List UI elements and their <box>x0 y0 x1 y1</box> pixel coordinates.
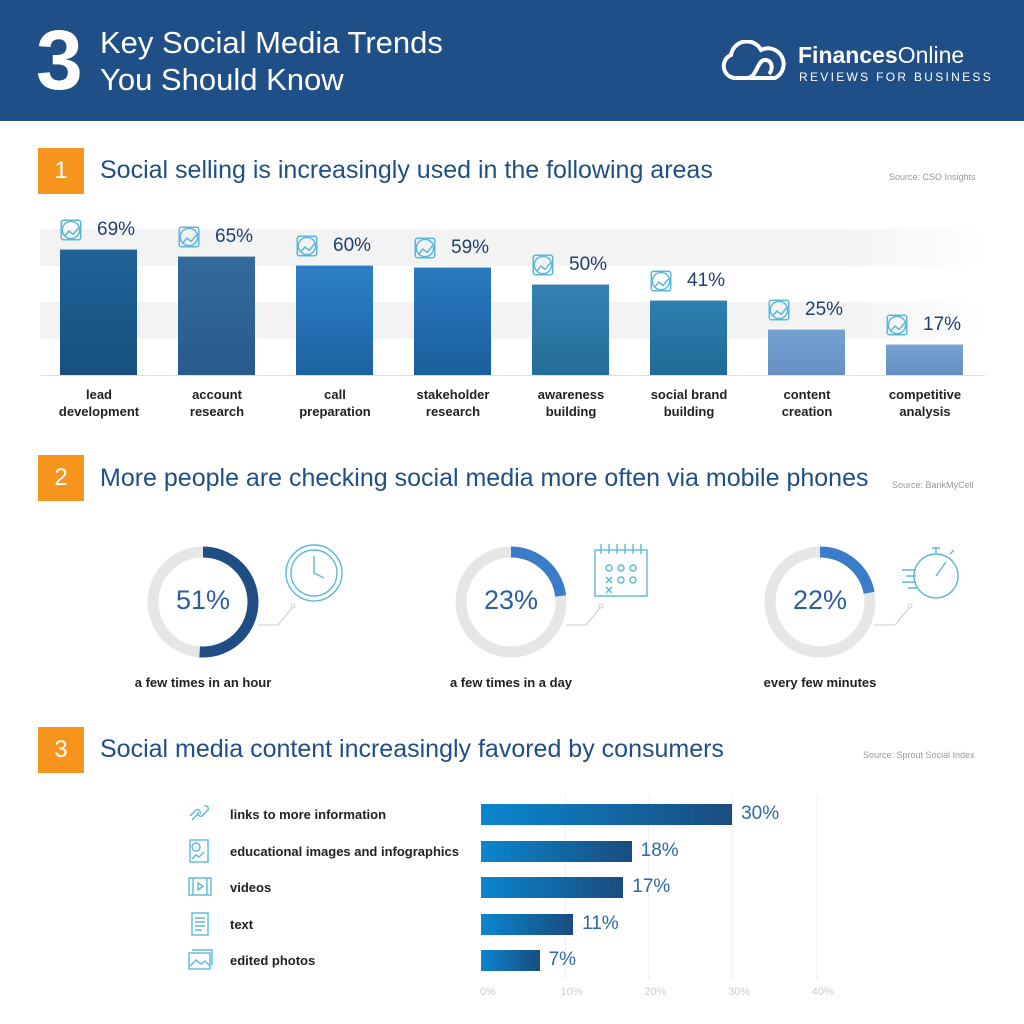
section-2-title: More people are checking social media mo… <box>100 464 869 492</box>
bar-value-label: 25% <box>805 299 844 321</box>
calendar-icon <box>589 540 655 606</box>
donut-category: a few times in an hour <box>134 675 272 690</box>
category-label: videos <box>230 880 272 895</box>
bar-content-creation <box>768 329 845 375</box>
x-tick-label: 0% <box>480 986 496 998</box>
donut-arc <box>455 546 567 658</box>
section-1-number: 1 <box>38 148 84 194</box>
gridline <box>648 795 650 980</box>
donut-arc <box>764 546 876 658</box>
bar-value-label: 11% <box>582 912 619 934</box>
video-icon <box>186 873 214 901</box>
thumbs-up-icon <box>648 268 674 294</box>
bar-value-label: 30% <box>741 803 780 824</box>
category-label: content creation <box>781 387 833 419</box>
bar-value-label: 60% <box>333 235 372 257</box>
connector-line <box>875 603 913 626</box>
donut-value: 22% <box>792 585 848 615</box>
x-tick-label: 20% <box>644 986 667 998</box>
bar-educational-images-and-infographics <box>481 840 632 862</box>
donut-value: 51% <box>175 585 231 615</box>
bar-lead-development <box>60 249 137 375</box>
bar-value-label: 18% <box>640 839 679 861</box>
connector-line <box>258 603 296 626</box>
podium-icon <box>884 312 910 338</box>
donut-value: 23% <box>483 585 539 615</box>
photo-icon <box>186 946 214 974</box>
x-tick-label: 40% <box>811 986 834 998</box>
category-label: educational images and infographics <box>230 843 459 859</box>
page-title-line1: Key Social Media Trends <box>100 25 443 60</box>
pencil-lines-icon <box>766 297 792 323</box>
donut-1 <box>147 546 259 658</box>
header-banner: 3 Key Social Media Trends You Should Kno… <box>0 0 1024 121</box>
text-document-icon <box>186 910 214 938</box>
section-1-title: Social selling is increasingly used in t… <box>100 156 713 184</box>
donut-3 <box>764 546 876 658</box>
category-label: edited photos <box>230 953 316 968</box>
connector-line <box>566 603 604 626</box>
bar-value-label: 17% <box>632 876 671 897</box>
bar-value-label: 41% <box>687 270 726 292</box>
bar-videos <box>481 877 624 898</box>
bar-links-to-more-information <box>481 804 733 825</box>
bar-account-research <box>178 256 255 375</box>
profile-shield-icon <box>176 224 202 250</box>
gridline <box>815 795 817 980</box>
stopwatch-icon <box>898 540 964 606</box>
category-label: links to more information <box>230 807 387 822</box>
logo-text: FinancesOnline <box>798 42 965 68</box>
bar-text <box>481 913 574 935</box>
gridline <box>732 795 734 980</box>
audience-icon <box>530 252 556 278</box>
bar-value-label: 59% <box>451 237 490 259</box>
bar-call-preparation <box>296 265 373 375</box>
category-label: account research <box>189 387 245 419</box>
category-label: text <box>230 916 254 932</box>
donut-2 <box>455 546 567 658</box>
category-label: social brand building <box>650 387 728 419</box>
page-title-line2: You Should Know <box>100 62 344 97</box>
bar-value-label: 17% <box>923 313 962 335</box>
bar-stakeholder-research <box>414 267 491 375</box>
section-2-number: 2 <box>38 455 84 501</box>
donut-category: a few times in a day <box>449 675 573 690</box>
section-2-source: Source: BankMyCell <box>892 480 974 490</box>
category-label: stakeholder research <box>416 387 490 419</box>
bar-awareness-building <box>532 283 609 375</box>
donut-category: every few minutes <box>763 675 877 690</box>
category-label: awareness building <box>537 387 605 419</box>
bar-value-label: 65% <box>215 226 254 248</box>
category-label: competitive analysis <box>888 387 962 419</box>
bar-value-label: 69% <box>97 219 136 240</box>
bar-edited-photos <box>481 950 540 971</box>
headset-agent-icon <box>294 233 320 259</box>
chart-baseline <box>40 375 985 376</box>
magnifier-person-icon <box>412 235 438 261</box>
cloud-logo-icon <box>721 40 786 80</box>
header-number: 3 <box>36 13 83 107</box>
section-3-number: 3 <box>38 727 84 773</box>
logo-tagline: REVIEWS FOR BUSINESS <box>799 70 994 84</box>
section-1-source: Source: CSO Insights <box>889 172 976 182</box>
bar-value-label: 7% <box>548 949 577 970</box>
section-3-source: Source: Sprout Social Index <box>863 750 975 760</box>
category-label: call preparation <box>299 387 371 419</box>
bar-social-brand-building <box>650 300 727 375</box>
category-label: lead development <box>58 387 140 419</box>
bar-competitive-analysis <box>886 343 963 375</box>
bar-value-label: 50% <box>569 253 608 275</box>
link-icon <box>186 800 214 828</box>
section-3-title: Social media content increasingly favore… <box>100 735 724 763</box>
x-tick-label: 10% <box>560 986 583 998</box>
infographic-icon <box>186 837 214 865</box>
network-people-icon <box>58 217 84 243</box>
donut-arc <box>147 546 259 658</box>
clock-icon <box>281 540 347 606</box>
x-tick-label: 30% <box>728 986 751 998</box>
